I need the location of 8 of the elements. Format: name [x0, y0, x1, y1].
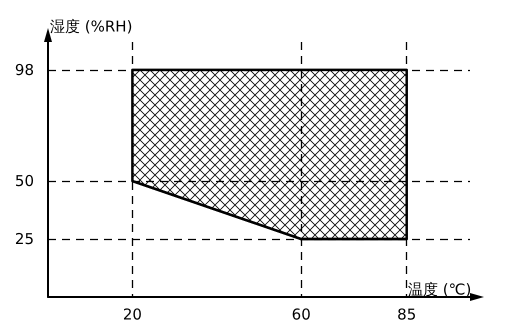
y-tick-label: 50 — [14, 172, 34, 190]
y-axis-title: 湿度 (%RH) — [50, 18, 132, 36]
x-tick-label: 20 — [122, 306, 142, 324]
x-axis-title: 温度 (℃) — [408, 280, 472, 298]
x-tick-label: 85 — [397, 306, 416, 324]
x-tick-label: 60 — [292, 306, 311, 324]
y-tick-label: 98 — [14, 60, 34, 79]
y-tick-label: 25 — [14, 230, 34, 248]
